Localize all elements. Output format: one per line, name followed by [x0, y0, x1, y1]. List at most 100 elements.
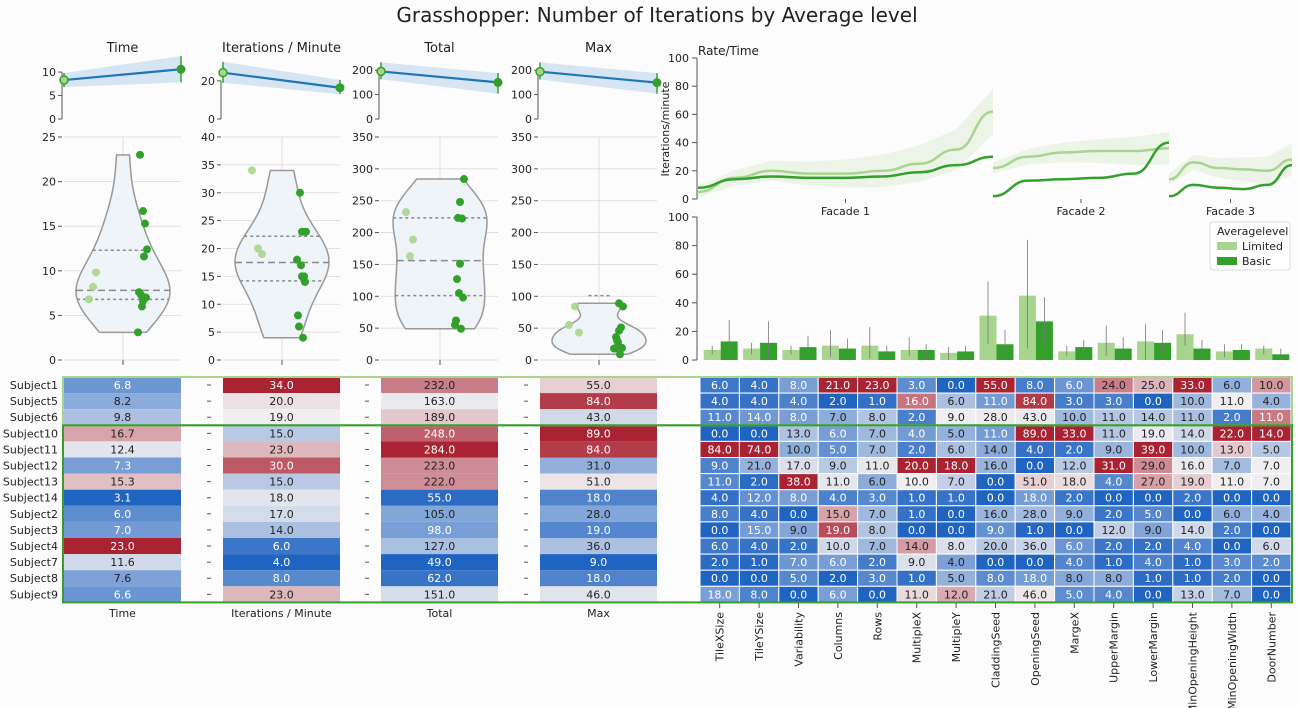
heatmap-cell-value: 4.0	[1263, 395, 1281, 408]
heatmap-cell-value: 1.0	[908, 492, 926, 505]
x-tick-label: MinOpeningWidth	[1226, 612, 1239, 708]
heatmap-cell-value: 0.0	[1223, 540, 1241, 553]
point-limited	[571, 302, 579, 311]
heatmap-cell-value: 31.0	[1101, 460, 1126, 473]
x-tick-label: LowerMargin	[1147, 612, 1160, 683]
heatmap-cell-value: 2.0	[1144, 540, 1162, 553]
heatmap-cell-value: 19.0	[1141, 427, 1166, 440]
heatmap-cell-value: 7.0	[114, 524, 132, 537]
heatmap-cell	[64, 441, 181, 458]
heatmap-cell-value: 16.0	[983, 460, 1008, 473]
row-label: Subject7	[10, 556, 58, 569]
heatmap-cell-value: 13.0	[1180, 588, 1205, 601]
heatmap-cell-value: 0.0	[790, 508, 808, 521]
y-tick-label: 80	[675, 240, 689, 253]
heatmap-cell-value: 5.0	[947, 427, 965, 440]
heatmap-cell-value: 4.0	[711, 395, 729, 408]
heatmap-cell	[540, 377, 657, 394]
trend-line	[222, 71, 341, 89]
point-basic	[134, 328, 142, 337]
heatmap-cell-value: 8.0	[273, 572, 291, 585]
heatmap-cell-value: 15.0	[826, 508, 851, 521]
heatmap-cell-value: 6.0	[829, 427, 847, 440]
heatmap-cell	[223, 554, 340, 571]
heatmap-cell	[64, 425, 181, 442]
heatmap-cell	[223, 538, 340, 555]
point-basic	[135, 288, 143, 297]
point-limited	[565, 320, 573, 329]
series-line-limited	[1168, 158, 1293, 181]
y-tick-label: 80	[675, 80, 689, 93]
y-tick-label: 0	[366, 113, 373, 126]
row-label: Subject12	[3, 460, 58, 473]
x-tick-label: OpeningSeed	[1029, 612, 1042, 686]
y-tick-label: 10	[42, 265, 56, 278]
heatmap-cell-value: 6.0	[947, 395, 965, 408]
heatmap-cell-value: 4.0	[750, 379, 768, 392]
legend-swatch	[1217, 257, 1237, 265]
point-basic	[301, 277, 309, 286]
heatmap-cell-value: 6.0	[711, 379, 729, 392]
x-tick-label: MultipleX	[911, 612, 924, 664]
y-tick-label: 0	[682, 354, 689, 367]
heatmap-cell-value: 20.0	[904, 460, 929, 473]
heatmap-cell-value: 1.0	[947, 492, 965, 505]
heatmap-cell-value: 0.0	[947, 524, 965, 537]
heatmap-cell-value: 2.0	[908, 411, 926, 424]
heatmap-cell-value: 18.0	[586, 492, 611, 505]
heatmap-cell-value: 30.0	[269, 460, 294, 473]
heatmap-cell-value: 8.0	[711, 508, 729, 521]
heatmap-cell-value: 9.8	[114, 411, 132, 424]
y-tick-label: 0	[525, 113, 532, 126]
heatmap-cell-value: 5.0	[1263, 443, 1281, 456]
heatmap-cell-value: 6.0	[1263, 540, 1281, 553]
y-tick-label: 200	[352, 227, 373, 240]
heatmap-cell	[64, 538, 181, 555]
point-basic	[299, 333, 307, 342]
row-label: Subject10	[3, 427, 58, 440]
heatmap-cell-value: 2.0	[1105, 540, 1123, 553]
row-label: Subject14	[3, 492, 58, 505]
point-basic	[136, 150, 144, 159]
mean-point-limited	[535, 66, 545, 77]
heatmap-cell-value: 127.0	[424, 540, 456, 553]
heatmap-cell-value: 33.0	[1062, 427, 1087, 440]
x-tick-label: UpperMargin	[1108, 612, 1121, 683]
legend-label: Basic	[1242, 255, 1271, 268]
heatmap-cell-value: 8.0	[947, 540, 965, 553]
heatmap-cell-value: 11.0	[983, 395, 1008, 408]
heatmap-cell-value: 43.0	[1023, 411, 1048, 424]
bar-basic	[957, 351, 975, 360]
heatmap-cell	[64, 393, 181, 410]
heatmap-cell-value: 14.0	[1259, 427, 1284, 440]
heatmap-cell	[64, 586, 181, 603]
figure-title: Grasshopper: Number of Iterations by Ave…	[396, 3, 917, 27]
heatmap-cell-value: 0.0	[1026, 460, 1044, 473]
heatmap-cell-value: 7.0	[869, 508, 887, 521]
heatmap-cell-value: 223.0	[424, 460, 456, 473]
heatmap-cell-value: 18.0	[1062, 476, 1087, 489]
heatmap-cell-value: 4.0	[1026, 443, 1044, 456]
heatmap-cell-value: 15.3	[110, 476, 135, 489]
heatmap-cell-value: 0.0	[750, 572, 768, 585]
y-tick-label: 0	[525, 354, 532, 367]
heatmap-cell-value: 17.0	[786, 460, 811, 473]
heatmap-cell-value: 0.0	[1263, 492, 1281, 505]
heatmap-cell	[223, 441, 340, 458]
y-axis-label: Iterations/minute	[659, 81, 672, 176]
y-tick-label: 30	[201, 187, 215, 200]
heatmap-cell-value: 11.0	[1101, 411, 1126, 424]
heatmap-cell	[381, 570, 498, 587]
heatmap-cell	[540, 554, 657, 571]
heatmap-cell-value: 1.0	[908, 508, 926, 521]
heatmap-cell	[540, 393, 657, 410]
point-basic	[139, 297, 147, 306]
x-tick-label: CladdingSeed	[990, 612, 1003, 688]
y-tick-label: 250	[352, 195, 373, 208]
y-tick-label: 20	[675, 325, 689, 338]
heatmap-cell-value: 5.0	[790, 572, 808, 585]
heatmap-cell	[64, 570, 181, 587]
legend-label: Limited	[1242, 240, 1283, 253]
heatmap-cell-value: 284.0	[424, 443, 456, 456]
heatmap-cell-value: 7.0	[869, 540, 887, 553]
